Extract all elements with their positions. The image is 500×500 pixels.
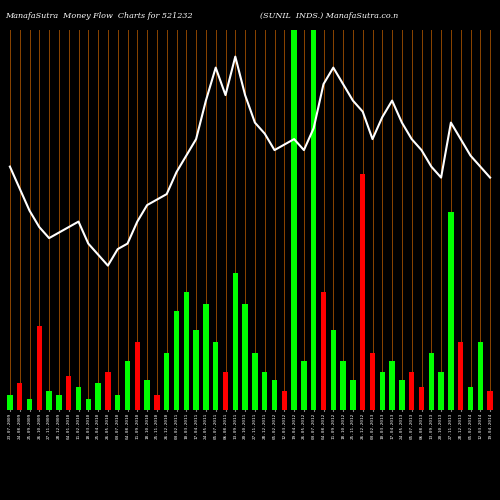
Bar (213, 342, 218, 410)
Bar (134, 342, 140, 410)
Bar (321, 292, 326, 410)
Text: (SUNIL  INDS.) ManafaSutra.co.n: (SUNIL INDS.) ManafaSutra.co.n (260, 12, 398, 20)
Bar (46, 391, 52, 410)
Bar (370, 353, 375, 410)
Bar (144, 380, 150, 410)
Bar (380, 372, 385, 410)
Bar (419, 387, 424, 410)
Bar (262, 372, 268, 410)
Bar (292, 30, 297, 410)
Bar (203, 304, 208, 410)
Bar (105, 372, 110, 410)
Bar (438, 372, 444, 410)
Bar (56, 395, 62, 410)
Bar (184, 292, 189, 410)
Bar (194, 330, 199, 410)
Bar (330, 330, 336, 410)
Bar (232, 273, 238, 410)
Bar (468, 387, 473, 410)
Bar (7, 395, 12, 410)
Text: ManafaSutra  Money Flow  Charts for 521232: ManafaSutra Money Flow Charts for 521232 (5, 12, 192, 20)
Bar (154, 395, 160, 410)
Bar (174, 311, 179, 410)
Bar (390, 360, 395, 410)
Bar (301, 360, 306, 410)
Bar (242, 304, 248, 410)
Bar (350, 380, 356, 410)
Bar (282, 391, 287, 410)
Bar (360, 174, 366, 410)
Bar (223, 372, 228, 410)
Bar (311, 30, 316, 410)
Bar (458, 342, 464, 410)
Bar (115, 395, 120, 410)
Bar (27, 398, 32, 410)
Bar (86, 398, 91, 410)
Bar (488, 391, 493, 410)
Bar (428, 353, 434, 410)
Bar (448, 212, 454, 410)
Bar (17, 384, 22, 410)
Bar (164, 353, 170, 410)
Bar (125, 360, 130, 410)
Bar (478, 342, 483, 410)
Bar (76, 387, 81, 410)
Bar (399, 380, 404, 410)
Bar (272, 380, 277, 410)
Bar (96, 384, 101, 410)
Bar (409, 372, 414, 410)
Bar (36, 326, 42, 410)
Bar (66, 376, 71, 410)
Bar (252, 353, 258, 410)
Bar (340, 360, 346, 410)
